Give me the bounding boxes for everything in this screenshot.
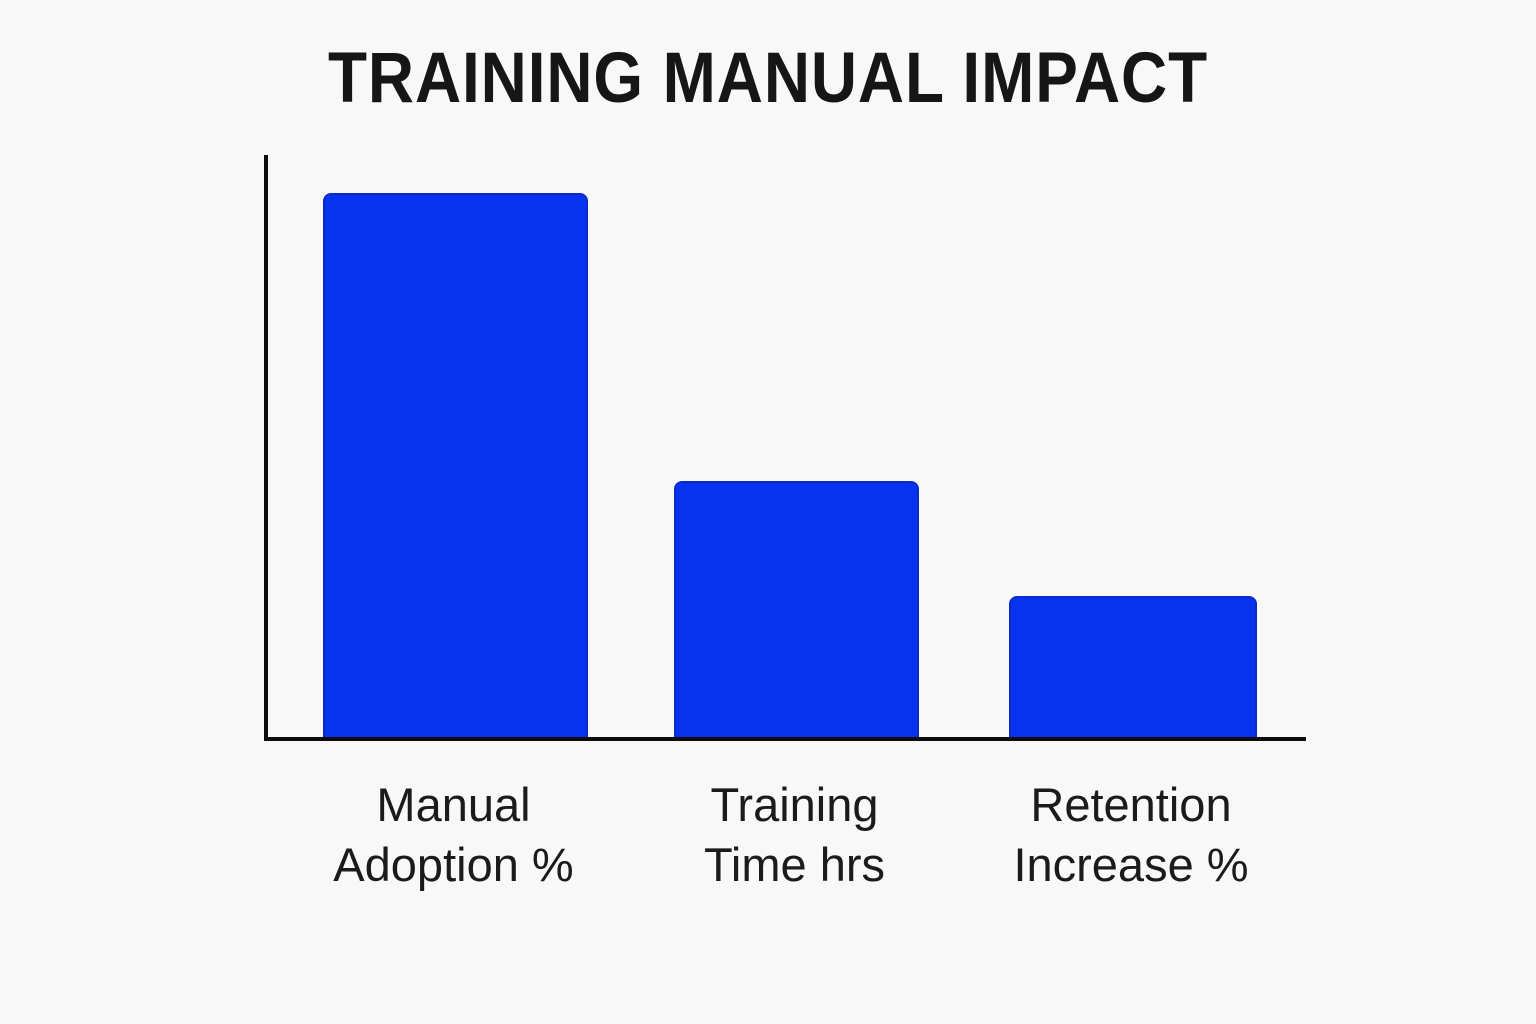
bar-3 (1009, 596, 1257, 737)
plot-area (264, 155, 1306, 741)
category-label-1: Manual Adoption % (333, 778, 574, 891)
chart-title: TRAINING MANUAL IMPACT (327, 39, 1209, 118)
bars-container (268, 155, 1306, 737)
bar-2 (674, 481, 919, 737)
bar-1 (323, 193, 588, 737)
category-label-2: Training Time hrs (703, 778, 886, 891)
category-label-3: Retention Increase % (1013, 778, 1249, 891)
